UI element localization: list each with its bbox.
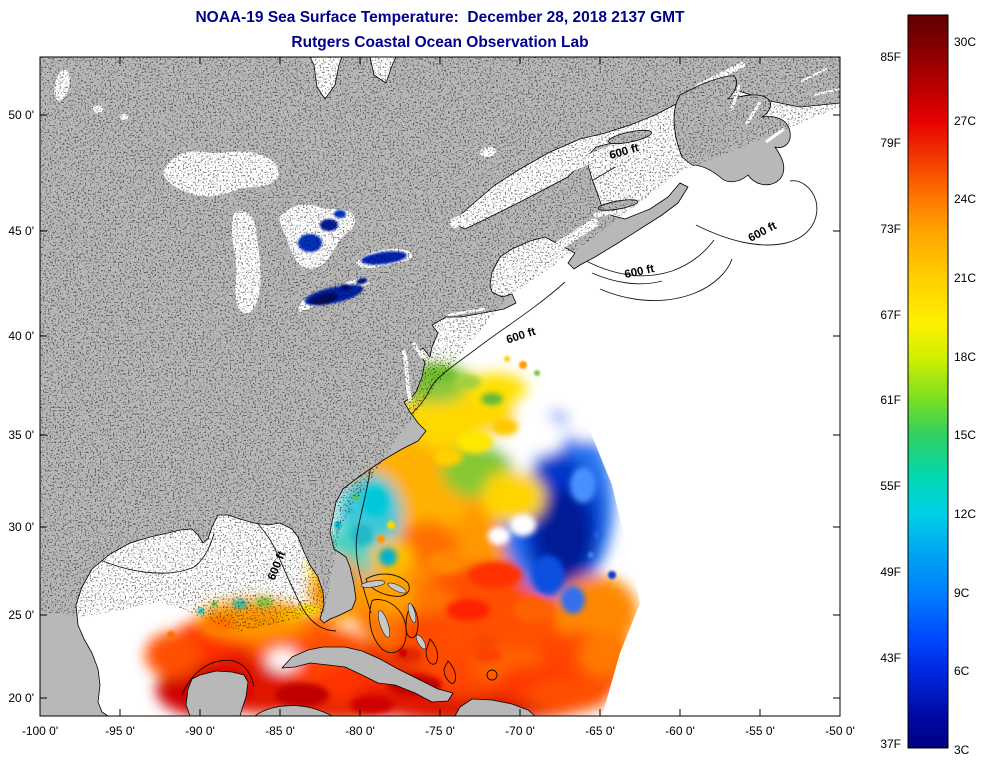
lat-tick-label: 25 0' [8,608,34,622]
colorbar-c-label: 24C [954,192,976,206]
colorbar-gradient [907,14,949,749]
colorbar-c-label: 15C [954,428,976,442]
colorbar-c-label: 27C [954,114,976,128]
colorbar-c-label: 18C [954,350,976,364]
lon-tick-label: -90 0' [185,724,215,738]
terrain-noise-overlay [40,57,840,632]
lat-tick-label: 35 0' [8,428,34,442]
colorbar-c-label: 21C [954,271,976,285]
colorbar-f-label: 79F [880,136,901,150]
lon-tick-label: -55 0' [745,724,775,738]
colorbar-c-label: 6C [954,664,970,678]
lon-tick-label: -50 0' [825,724,855,738]
colorbar-c-label: 9C [954,586,970,600]
colorbar-f-label: 55F [880,479,901,493]
lat-axis: 50 0' 45 0' 40 0' 35 0' 30 0' 25 0' 20 0… [8,108,34,705]
lat-tick-label: 40 0' [8,329,34,343]
lon-tick-label: -100 0' [22,724,58,738]
lon-tick-label: -80 0' [345,724,375,738]
lat-tick-label: 50 0' [8,108,34,122]
no-data-mask [555,345,840,716]
cuba [281,646,454,703]
lat-tick-label: 20 0' [8,691,34,705]
axis-ticks [40,57,840,716]
lat-tick-label: 45 0' [8,224,34,238]
colorbar-f-label: 37F [880,737,901,751]
page-subtitle: Rutgers Coastal Ocean Observation Lab [291,34,588,51]
colorbar-f-label: 85F [880,50,901,64]
hispaniola [454,698,536,716]
colorbar: 85F 79F 73F 67F 61F 55F 49F 43F 37F 30C … [880,14,976,757]
lat-tick-label: 30 0' [8,520,34,534]
page-title: NOAA-19 Sea Surface Temperature: Decembe… [195,9,685,26]
lon-tick-label: -70 0' [505,724,535,738]
colorbar-f-label: 73F [880,222,901,236]
colorbar-c-label: 12C [954,507,976,521]
colorbar-celsius-labels: 30C 27C 24C 21C 18C 15C 12C 9C 6C 3C [954,35,976,757]
lon-tick-label: -95 0' [105,724,135,738]
bahamas [360,580,427,650]
colorbar-c-label: 30C [954,35,976,49]
lon-tick-label: -65 0' [585,724,615,738]
colorbar-c-label: 3C [954,743,970,757]
map-plot-area: 600 ft 600 ft 600 ft 600 ft 600 ft [40,57,840,716]
lon-axis: -100 0' -95 0' -90 0' -85 0' -80 0' -75 … [22,724,855,738]
colorbar-f-label: 43F [880,651,901,665]
colorbar-fahrenheit-labels: 85F 79F 73F 67F 61F 55F 49F 43F 37F [880,50,901,751]
lon-tick-label: -85 0' [265,724,295,738]
colorbar-f-label: 49F [880,565,901,579]
yucatan [185,670,249,716]
colorbar-f-label: 67F [880,308,901,322]
colorbar-f-label: 61F [880,393,901,407]
lon-tick-label: -75 0' [425,724,455,738]
lon-tick-label: -60 0' [665,724,695,738]
